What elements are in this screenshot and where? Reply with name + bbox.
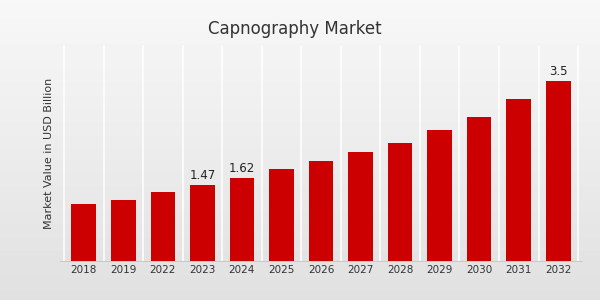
Bar (111, 200, 136, 261)
Text: 3.5: 3.5 (549, 65, 568, 78)
Text: 1.62: 1.62 (229, 162, 255, 175)
Bar (151, 192, 175, 261)
Y-axis label: Market Value in USD Billion: Market Value in USD Billion (44, 77, 55, 229)
Bar (546, 81, 571, 261)
Bar (348, 152, 373, 261)
Bar (190, 185, 215, 261)
Bar (427, 130, 452, 261)
Bar (269, 169, 294, 261)
Bar (230, 178, 254, 261)
Bar (309, 161, 333, 261)
Bar (506, 99, 531, 261)
Bar (467, 117, 491, 261)
Bar (71, 204, 96, 261)
Title: Capnography Market: Capnography Market (208, 20, 382, 38)
Text: 1.47: 1.47 (189, 169, 215, 182)
Bar (388, 143, 412, 261)
